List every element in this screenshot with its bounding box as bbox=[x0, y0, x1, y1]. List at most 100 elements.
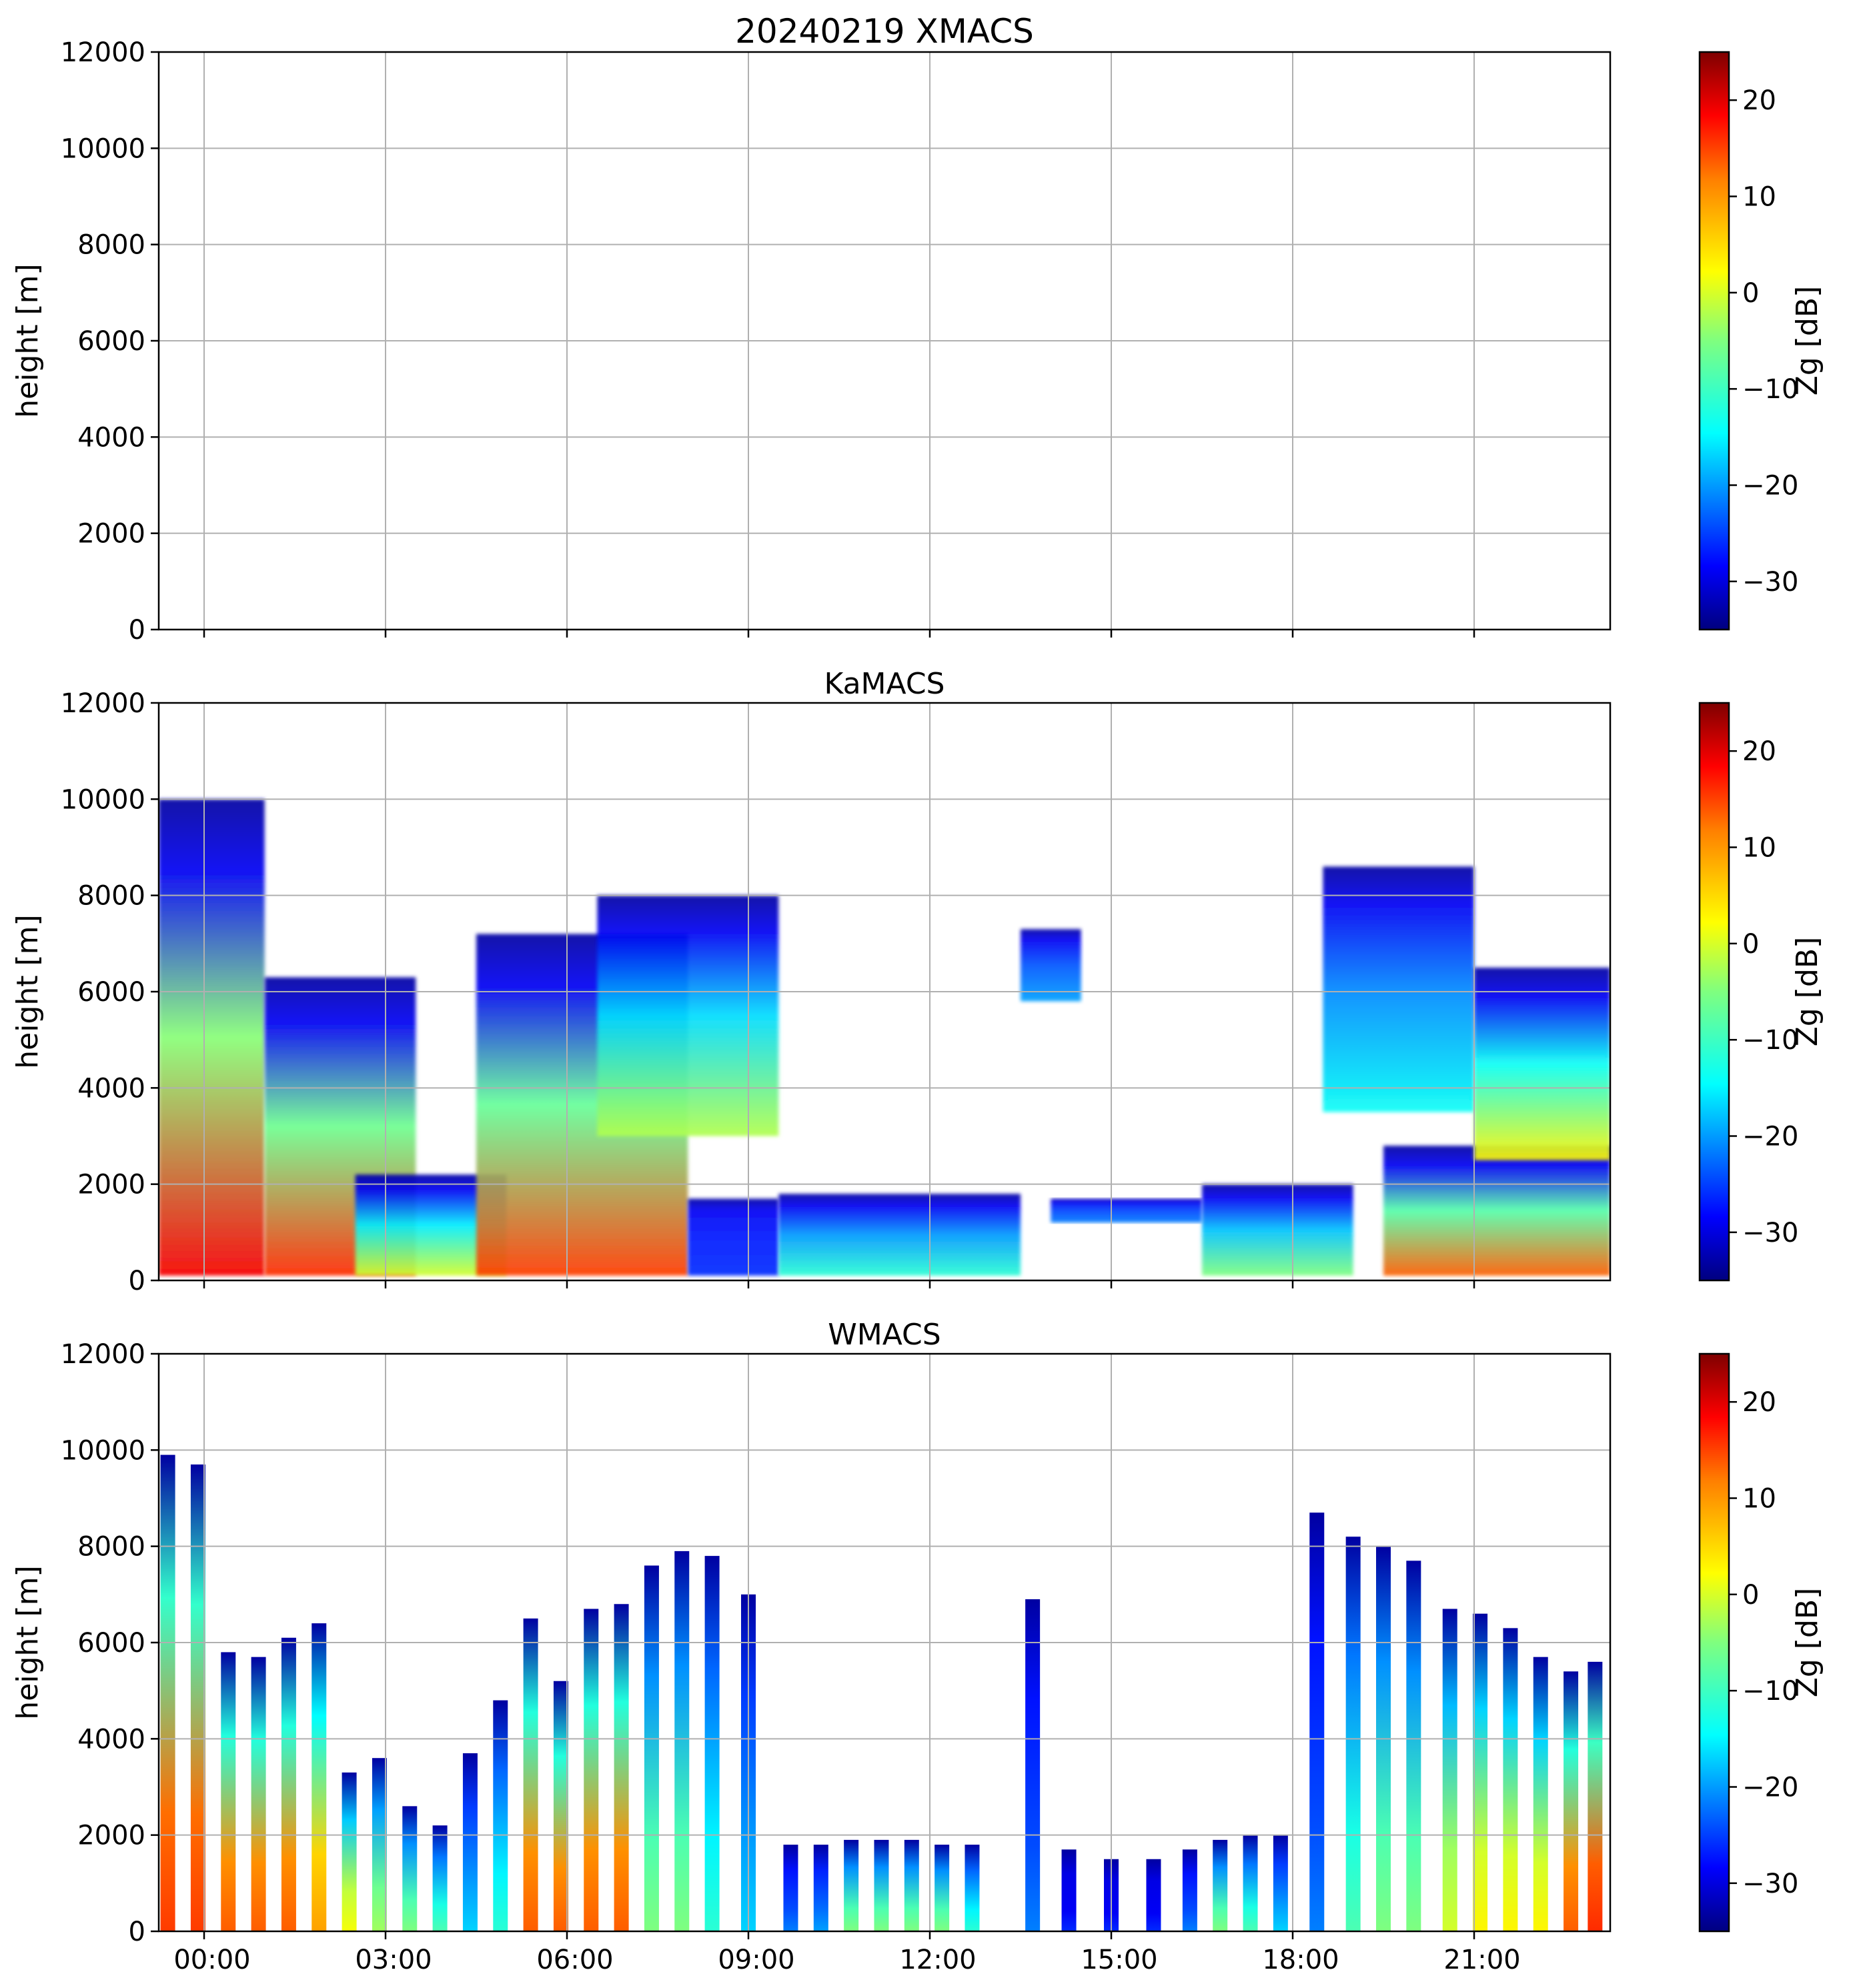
kamacs-data bbox=[159, 799, 1610, 1276]
kamacs-title: KaMACS bbox=[824, 667, 945, 701]
colorbar-tick-label: 0 bbox=[1742, 1580, 1759, 1611]
y-tick-label: 12000 bbox=[61, 37, 145, 68]
echo-region bbox=[1051, 1198, 1202, 1223]
y-tick-label: 4000 bbox=[77, 1073, 145, 1104]
x-tick-label: 21:00 bbox=[1443, 1945, 1520, 1975]
echo-region bbox=[159, 799, 265, 1276]
echo-strip bbox=[614, 1604, 629, 1931]
echo-strip bbox=[1564, 1671, 1579, 1931]
xmacs-y-ticks: 0 2000 4000 6000 8000 10000 12000 bbox=[61, 37, 159, 646]
echo-strip bbox=[1213, 1839, 1228, 1931]
echo-strip bbox=[874, 1839, 889, 1931]
y-tick-label: 8000 bbox=[77, 230, 145, 261]
xmacs-panel: 0 2000 4000 6000 8000 10000 12000 20240219 XMA… bbox=[11, 12, 1824, 646]
echo-strip bbox=[935, 1845, 950, 1931]
wmacs-colorbar-gradient bbox=[1698, 1352, 1730, 1933]
echo-strip bbox=[251, 1657, 266, 1931]
echo-strip bbox=[1146, 1859, 1161, 1931]
wmacs-y-axis-label: height [m] bbox=[11, 1565, 45, 1719]
y-tick-label: 0 bbox=[129, 1917, 145, 1947]
echo-region bbox=[1202, 1184, 1353, 1276]
echo-strip bbox=[1503, 1628, 1518, 1931]
y-tick-label: 2000 bbox=[77, 1821, 145, 1851]
echo-strip bbox=[783, 1845, 798, 1931]
colorbar-tick-label: −20 bbox=[1742, 1122, 1798, 1152]
echo-strip bbox=[1182, 1849, 1197, 1931]
kamacs-colorbar: −30 −20 −10 0 10 20 Zg [dB] bbox=[1698, 702, 1824, 1282]
echo-region bbox=[1474, 967, 1610, 1160]
echo-region bbox=[778, 1194, 1021, 1276]
kamacs-x-ticks bbox=[203, 1280, 1475, 1288]
xmacs-colorbar-label: Zg [dB] bbox=[1790, 286, 1824, 396]
echo-strip bbox=[644, 1565, 659, 1931]
x-tick-label: 00:00 bbox=[173, 1945, 250, 1975]
y-tick-label: 6000 bbox=[77, 977, 145, 1008]
x-tick-label: 12:00 bbox=[899, 1945, 976, 1975]
y-tick-label: 2000 bbox=[77, 1170, 145, 1200]
y-tick-label: 12000 bbox=[61, 1339, 145, 1370]
colorbar-tick-label: 10 bbox=[1742, 182, 1776, 213]
echo-strip bbox=[1061, 1849, 1077, 1931]
colorbar-tick-label: 20 bbox=[1742, 1387, 1776, 1418]
colorbar-tick-label: −30 bbox=[1742, 1869, 1798, 1899]
kamacs-y-ticks: 0 2000 4000 6000 8000 10000 12000 bbox=[61, 688, 159, 1296]
colorbar-tick-label: 10 bbox=[1742, 833, 1776, 864]
xmacs-x-ticks bbox=[203, 630, 1475, 638]
echo-region bbox=[1021, 929, 1081, 1002]
colorbar-tick-label: 10 bbox=[1742, 1484, 1776, 1515]
wmacs-colorbar: −30 −20 −10 0 10 20 Zg [dB] bbox=[1698, 1352, 1824, 1933]
y-tick-label: 6000 bbox=[77, 1628, 145, 1659]
colorbar-tick-label: 0 bbox=[1742, 929, 1759, 960]
wmacs-panel: 0 2000 4000 6000 8000 10000 12000 00:00 03:00 06… bbox=[11, 1318, 1824, 1975]
colorbar-tick-label: −10 bbox=[1742, 1025, 1798, 1056]
colorbar-tick-label: 20 bbox=[1742, 736, 1776, 767]
echo-strip bbox=[813, 1845, 828, 1931]
echo-region bbox=[1323, 866, 1474, 1112]
echo-strip bbox=[1243, 1835, 1258, 1931]
y-tick-label: 10000 bbox=[61, 1435, 145, 1466]
y-tick-label: 8000 bbox=[77, 881, 145, 912]
xmacs-y-axis-label: height [m] bbox=[11, 263, 45, 417]
xmacs-colorbar-ticks: −30 −20 −10 0 10 20 bbox=[1729, 85, 1798, 598]
echo-region bbox=[688, 1198, 779, 1276]
y-tick-label: 10000 bbox=[61, 784, 145, 815]
echo-strip bbox=[1345, 1537, 1361, 1931]
x-tick-label: 03:00 bbox=[355, 1945, 432, 1975]
kamacs-y-axis-label: height [m] bbox=[11, 914, 45, 1068]
echo-strip bbox=[1273, 1835, 1288, 1931]
colorbar-tick-label: −10 bbox=[1742, 374, 1798, 405]
figure-title: 20240219 XMACS bbox=[735, 12, 1034, 51]
echo-strip bbox=[1025, 1599, 1041, 1931]
kamacs-colorbar-ticks: −30 −20 −10 0 10 20 bbox=[1729, 736, 1798, 1248]
echo-strip bbox=[1406, 1561, 1421, 1931]
kamacs-colorbar-gradient bbox=[1698, 702, 1730, 1282]
echo-strip bbox=[1588, 1661, 1603, 1931]
echo-strip bbox=[462, 1753, 478, 1931]
xmacs-colorbar: −30 −20 −10 0 10 20 Zg [dB] bbox=[1698, 51, 1824, 631]
echo-strip bbox=[965, 1845, 980, 1931]
y-tick-label: 8000 bbox=[77, 1532, 145, 1563]
echo-strip bbox=[904, 1839, 919, 1931]
echo-strip bbox=[372, 1758, 387, 1931]
y-tick-label: 0 bbox=[129, 615, 145, 646]
echo-strip bbox=[523, 1618, 538, 1931]
echo-strip bbox=[402, 1806, 418, 1931]
colorbar-tick-label: −10 bbox=[1742, 1676, 1798, 1707]
echo-strip bbox=[844, 1839, 859, 1931]
y-tick-label: 10000 bbox=[61, 133, 145, 164]
echo-strip bbox=[281, 1637, 296, 1931]
colorbar-tick-label: −20 bbox=[1742, 1773, 1798, 1803]
wmacs-title: WMACS bbox=[828, 1318, 941, 1352]
x-tick-label: 06:00 bbox=[536, 1945, 613, 1975]
echo-strip bbox=[160, 1454, 175, 1931]
x-tick-label: 15:00 bbox=[1081, 1945, 1157, 1975]
x-tick-label: 18:00 bbox=[1262, 1945, 1339, 1975]
y-tick-label: 4000 bbox=[77, 1724, 145, 1755]
colorbar-tick-label: 0 bbox=[1742, 278, 1759, 309]
kamacs-colorbar-label: Zg [dB] bbox=[1790, 937, 1824, 1047]
x-tick-label: 09:00 bbox=[718, 1945, 794, 1975]
y-tick-label: 6000 bbox=[77, 326, 145, 357]
wmacs-colorbar-ticks: −30 −20 −10 0 10 20 bbox=[1729, 1387, 1798, 1899]
wmacs-x-ticks: 00:00 03:00 06:00 09:00 12:00 15:00 18:00 21:00 bbox=[173, 1931, 1521, 1975]
kamacs-panel: 0 2000 4000 6000 8000 10000 12000 KaMACS heigh… bbox=[11, 667, 1824, 1296]
